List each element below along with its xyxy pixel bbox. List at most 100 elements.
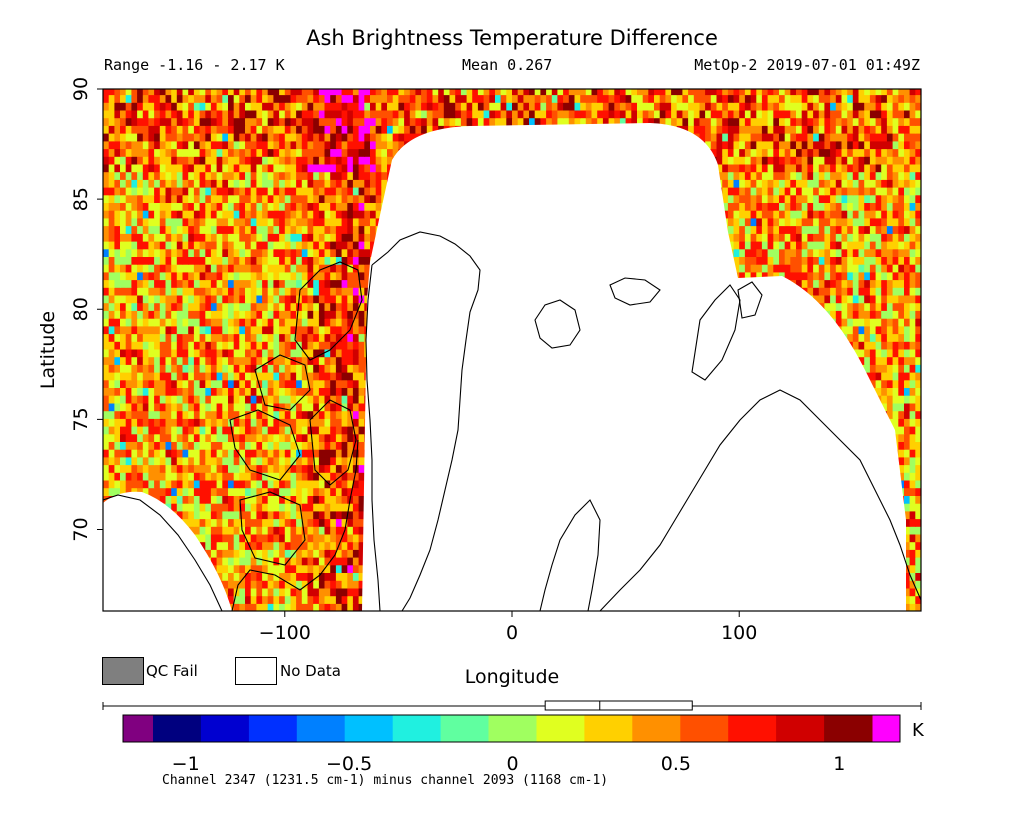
heatmap-cell: [273, 441, 280, 450]
heatmap-cell: [301, 472, 309, 481]
heatmap-cell: [120, 441, 127, 450]
heatmap-cell: [318, 379, 326, 388]
heatmap-cell: [193, 433, 201, 442]
heatmap-cell: [250, 533, 257, 543]
heatmap-cell: [250, 426, 257, 435]
heatmap-cell: [148, 472, 155, 481]
heatmap-cell: [108, 472, 115, 481]
heatmap-cell: [313, 410, 320, 419]
heatmap-cell: [108, 364, 115, 373]
heatmap-cell: [245, 341, 252, 350]
heatmap-cell: [193, 402, 201, 412]
heatmap-cell: [154, 433, 161, 442]
heatmap-cell: [245, 364, 252, 373]
heatmap-cell: [159, 410, 167, 419]
heatmap-cell: [279, 595, 286, 604]
heatmap-cell: [154, 472, 161, 481]
heatmap-cell: [193, 526, 201, 535]
heatmap-cell: [318, 410, 326, 419]
heatmap-cell: [250, 456, 257, 466]
heatmap-cell: [256, 341, 263, 350]
heatmap-cell: [341, 364, 348, 373]
heatmap-cell: [341, 595, 348, 604]
heatmap-cell: [335, 372, 343, 381]
heatmap-cell: [358, 572, 365, 581]
heatmap-cell: [188, 418, 195, 427]
heatmap-cell: [165, 456, 172, 466]
heatmap-cell: [256, 402, 263, 412]
heatmap-cell: [273, 503, 280, 512]
heatmap-cell: [352, 503, 360, 512]
heatmap-cell: [898, 410, 905, 419]
heatmap-cell: [284, 456, 292, 466]
heatmap-cell: [171, 426, 178, 435]
heatmap-cell: [273, 487, 280, 496]
heatmap-cell: [120, 456, 127, 466]
heatmap-cell: [352, 587, 360, 597]
heatmap-cell: [915, 472, 921, 481]
heatmap-cell: [114, 479, 121, 489]
heatmap-cell: [222, 402, 229, 412]
heatmap-cell: [193, 495, 201, 504]
heatmap-cell: [915, 580, 921, 589]
heatmap-cell: [216, 472, 223, 481]
heatmap-cell: [233, 564, 240, 573]
heatmap-cell: [193, 372, 201, 381]
heatmap-cell: [904, 464, 911, 473]
heatmap-cell: [347, 441, 354, 450]
heatmap-cell: [182, 341, 189, 350]
heatmap-cell: [205, 541, 212, 550]
heatmap-cell: [296, 410, 303, 419]
heatmap-cell: [284, 410, 292, 419]
heatmap-cell: [262, 487, 269, 496]
heatmap-cell: [216, 449, 223, 458]
heatmap-cell: [909, 464, 916, 473]
heatmap-cell: [909, 533, 916, 543]
heatmap-cell: [159, 418, 167, 427]
heatmap-cell: [262, 557, 269, 566]
heatmap-cell: [245, 426, 252, 435]
heatmap-cell: [222, 564, 229, 573]
heatmap-cell: [176, 372, 184, 381]
heatmap-cell: [330, 487, 337, 496]
heatmap-cell: [120, 341, 127, 350]
heatmap-cell: [915, 518, 921, 527]
heatmap-cell: [199, 518, 206, 527]
heatmap-cell: [165, 487, 172, 496]
heatmap-cell: [103, 418, 110, 427]
heatmap-cell: [301, 387, 309, 396]
heatmap-cell: [881, 364, 888, 373]
heatmap-cell: [239, 372, 246, 381]
heatmap-cell: [205, 510, 212, 520]
heatmap-cell: [176, 348, 184, 358]
heatmap-cell: [892, 426, 899, 435]
heatmap-cell: [120, 433, 127, 442]
heatmap-cell: [284, 402, 292, 412]
heatmap-cell: [148, 348, 155, 358]
heatmap-cell: [273, 410, 280, 419]
heatmap-cell: [171, 402, 178, 412]
heatmap-cell: [358, 472, 365, 481]
heatmap-cell: [165, 479, 172, 489]
heatmap-cell: [239, 549, 246, 558]
heatmap-cell: [313, 572, 320, 581]
heatmap-cell: [290, 510, 297, 520]
heatmap-cell: [188, 464, 195, 473]
heatmap-cell: [352, 510, 360, 520]
heatmap-cell: [137, 479, 144, 489]
heatmap-cell: [233, 503, 240, 512]
heatmap-cell: [290, 580, 297, 589]
heatmap-cell: [296, 572, 303, 581]
heatmap-cell: [120, 418, 127, 427]
heatmap-cell: [330, 595, 337, 604]
heatmap-cell: [239, 510, 246, 520]
heatmap-cell: [301, 595, 309, 604]
heatmap-cell: [120, 426, 127, 435]
heatmap-cell: [904, 603, 911, 611]
heatmap-cell: [137, 372, 144, 381]
heatmap-cell: [216, 526, 223, 535]
heatmap-cell: [239, 441, 246, 450]
heatmap-cell: [307, 603, 314, 611]
chart-title: Ash Brightness Temperature Difference: [306, 26, 718, 50]
heatmap-cell: [279, 541, 286, 550]
